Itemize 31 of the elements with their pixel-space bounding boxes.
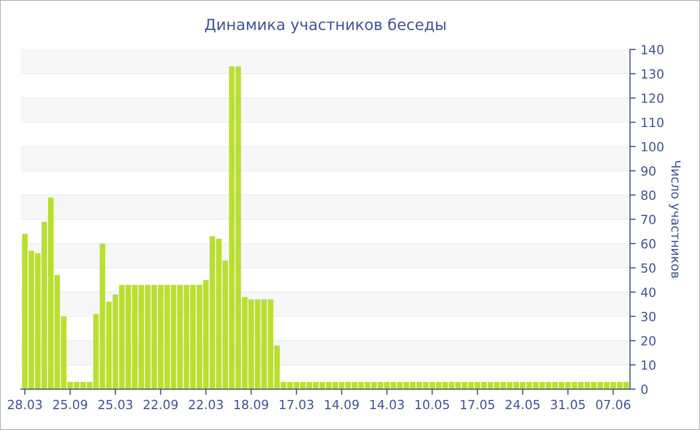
y-tick-label: 110 [642,118,664,128]
x-tick-label: 14.03 [370,400,404,410]
x-tick-label: 22.09 [144,400,178,410]
y-tick-label: 90 [641,166,656,176]
y-tick-label: 130 [642,69,664,79]
y-tick-label: 140 [642,44,664,54]
y-tick-label: 60 [641,239,656,248]
x-tick-label: 18.09 [234,400,268,410]
x-tick-label: 28.03 [8,400,42,410]
y-tick-label: 70 [641,214,656,224]
x-tick-label: 31.05 [550,400,585,410]
y-tick-label: 10 [642,360,656,370]
y-tick-label: 80 [641,190,656,200]
y-tick-label: 30 [641,312,656,322]
x-tick-label: 24.05 [506,400,540,410]
x-tick-label: 25.09 [53,400,88,410]
x-tick-label: 17.05 [460,400,494,410]
x-tick-label: 17.03 [280,400,314,410]
y-tick-label: 20 [641,336,656,346]
y-axis-title: Число участников [668,161,681,278]
x-tick-label: 10.05 [416,400,449,410]
y-tick-label: 120 [642,93,664,103]
y-tick-label: 0 [641,384,648,394]
x-tick-label: 22.03 [188,400,223,410]
y-tick-label: 40 [641,288,656,298]
x-tick-label: 14.09 [325,400,359,410]
chart-title: Динамика участников беседы [205,18,446,34]
y-tick-label: 100 [642,142,664,152]
x-tick-label: 25.03 [98,400,132,410]
y-tick-label: 50 [641,263,656,273]
x-tick-label: 07.06 [596,400,630,410]
